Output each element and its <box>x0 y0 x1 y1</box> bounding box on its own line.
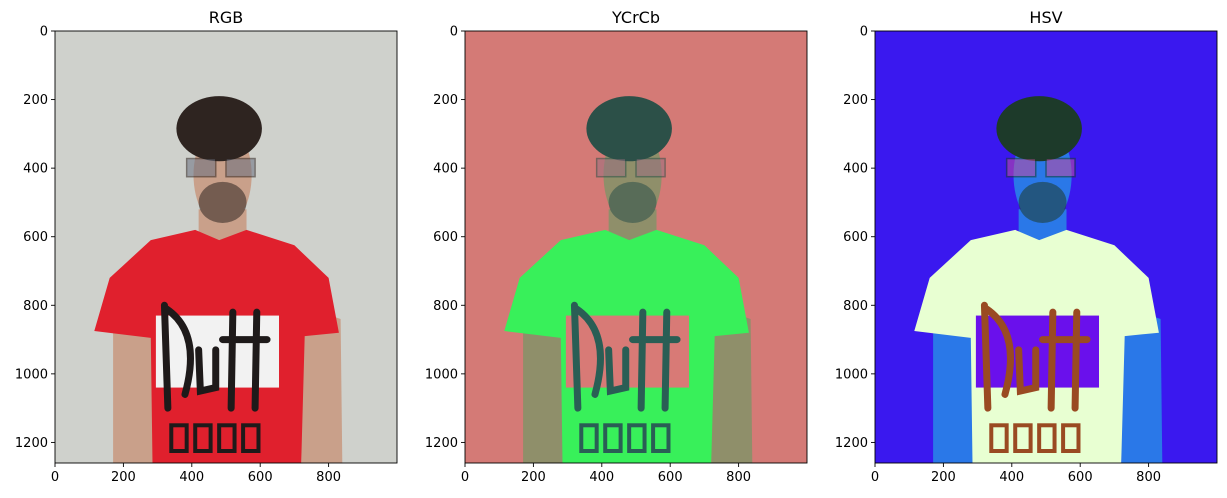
x-tick-label: 800 <box>1136 470 1161 485</box>
subplot-rgb: 0 200 400 600 800 0 200 400 600 800 1000 1200 RGB <box>15 8 398 485</box>
x-tick-label: 200 <box>521 470 546 485</box>
axes-frame <box>874 30 1218 464</box>
beer-letter-3 <box>217 423 237 453</box>
beer-letter-4 <box>1061 423 1081 453</box>
logo-lettering <box>980 301 1091 412</box>
right-arm <box>1121 305 1163 463</box>
x-tick-label: 200 <box>931 470 956 485</box>
beer-letter-1 <box>579 423 599 453</box>
x-tick-label: 400 <box>589 470 614 485</box>
y-tick-label: 800 <box>843 299 868 314</box>
subplot-title: YCrCb <box>611 8 660 27</box>
x-tick-label: 600 <box>1068 470 1093 485</box>
glasses-left-lens <box>1005 157 1037 178</box>
right-arm <box>711 305 753 463</box>
hair <box>586 96 672 162</box>
y-tick-label: 800 <box>23 299 48 314</box>
glasses-left-lens <box>185 157 217 178</box>
x-tick-label: 800 <box>316 470 341 485</box>
beer-letter-1 <box>989 423 1009 453</box>
beard <box>608 181 657 223</box>
x-tick-label: 400 <box>179 470 204 485</box>
y-tick-label: 600 <box>843 230 868 245</box>
y-tick-label: 1000 <box>15 367 48 382</box>
y-tick-label: 1000 <box>425 367 458 382</box>
hair <box>996 96 1082 162</box>
subplot-hsv: 0 200 400 600 800 0 200 400 600 800 1000 1200 HSV <box>835 8 1218 485</box>
beer-letter-2 <box>603 423 623 453</box>
beer-letter-2 <box>193 423 213 453</box>
y-tick-label: 1200 <box>835 436 868 451</box>
y-tick-label: 1200 <box>425 436 458 451</box>
beer-letter-4 <box>651 423 671 453</box>
x-tick-label: 600 <box>248 470 273 485</box>
y-tick-label: 400 <box>433 162 458 177</box>
glasses-right-lens <box>225 157 256 178</box>
y-tick-label: 800 <box>433 299 458 314</box>
image-area <box>465 31 807 463</box>
beard <box>1018 181 1067 223</box>
beer-letter-3 <box>627 423 647 453</box>
beer-letter-3 <box>1037 423 1057 453</box>
subplot-title: HSV <box>1029 8 1062 27</box>
y-tick-label: 200 <box>23 93 48 108</box>
y-tick-label: 600 <box>23 230 48 245</box>
x-tick-label: 200 <box>111 470 136 485</box>
y-tick-label: 1200 <box>15 436 48 451</box>
y-tick-label: 0 <box>450 25 458 40</box>
y-tick-label: 600 <box>433 230 458 245</box>
subplot-ycrcb: 0 200 400 600 800 0 200 400 600 800 1000 1200 YCrCb <box>425 8 808 485</box>
glasses-right-lens <box>1045 157 1076 178</box>
y-tick-label: 0 <box>40 25 48 40</box>
left-arm <box>523 305 565 463</box>
left-arm <box>113 305 155 463</box>
beer-letter-2 <box>1013 423 1033 453</box>
y-tick-label: 400 <box>843 162 868 177</box>
beer-letter-1 <box>169 423 189 453</box>
x-tick-label: 800 <box>726 470 751 485</box>
beer-letter-4 <box>241 423 261 453</box>
hair <box>176 96 262 162</box>
axes-frame <box>54 30 398 464</box>
x-tick-label: 600 <box>658 470 683 485</box>
y-tick-label: 200 <box>843 93 868 108</box>
glasses-left-lens <box>595 157 627 178</box>
right-arm <box>301 305 343 463</box>
x-tick-label: 0 <box>461 470 469 485</box>
y-tick-label: 200 <box>433 93 458 108</box>
y-tick-label: 400 <box>23 162 48 177</box>
logo-lettering <box>570 301 681 412</box>
glasses-right-lens <box>635 157 666 178</box>
image-area <box>875 31 1217 463</box>
axes-frame <box>464 30 808 464</box>
subplot-title: RGB <box>209 8 244 27</box>
logo-lettering <box>160 301 271 412</box>
x-tick-label: 0 <box>51 470 59 485</box>
left-arm <box>933 305 975 463</box>
x-tick-label: 0 <box>871 470 879 485</box>
x-tick-label: 400 <box>999 470 1024 485</box>
y-tick-label: 0 <box>860 25 868 40</box>
beard <box>198 181 247 223</box>
y-tick-label: 1000 <box>835 367 868 382</box>
image-area <box>55 31 397 463</box>
